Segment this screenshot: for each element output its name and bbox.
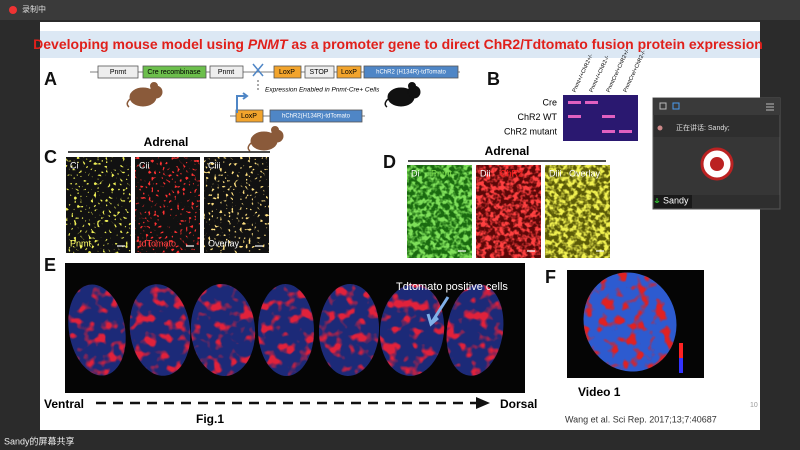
recording-label: 录制中 [22,4,46,14]
figure-label: Fig.1 [196,412,224,426]
heart-render-signal [583,272,677,372]
heart-signal [379,284,445,376]
construct [90,65,460,123]
speaker-icon [657,125,663,131]
micrograph-signal [476,165,541,258]
layout-icon[interactable] [659,102,667,110]
page-number: 10 [750,402,758,409]
mic-icon [654,198,660,203]
video-panel-header[interactable] [653,98,780,115]
image-tag: Dii [480,168,491,178]
micrograph-signal [66,157,131,253]
promoter-arrow [236,92,249,113]
axis-label: Ventral [44,397,84,411]
layout-icon[interactable] [672,102,680,110]
construct-label: Pnmt [218,69,234,76]
video-caption: Video 1 [578,385,621,399]
panel-label: E [44,255,56,275]
gel-bands [568,101,632,133]
row-label: Cre [542,97,557,107]
heart-signal [68,284,126,376]
construct-label: Cre recombinase [147,69,200,76]
direction-arrowhead [476,397,490,409]
annotation: Tdtomato positive cells [396,281,508,293]
image-caption: Overlay [569,168,601,178]
image-tag: Di [411,168,420,178]
title-part: as a promoter gene to direct ChR2/Tdtoma… [288,36,763,52]
excision-mark [252,63,264,77]
speaking-indicator: 正在讲话: Sandy; [676,123,730,132]
section-heading: Adrenal [144,135,189,149]
panel-label: F [545,267,556,287]
micrograph-signal [204,157,269,253]
micrograph-signal [407,165,472,258]
top-bar [0,0,800,20]
expression-note: Expression Enabled in Pnmt-Cre+ Cells [265,87,380,94]
micrograph-signal [545,165,610,258]
construct-label: LoxP [241,113,257,120]
share-label: Sandy的屏幕共享 [4,435,75,446]
menu-icon[interactable] [766,103,774,111]
row-label: ChR2 WT [517,112,557,122]
title-band [40,31,760,58]
image-caption: ChR2 [500,168,523,178]
image-tag: Ciii [208,160,221,170]
heart-signal [129,284,191,376]
name-tag [654,195,692,208]
image-caption: Overlay [208,238,240,248]
row-label: ChR2 mutant [504,126,558,136]
annotation-arrow [426,296,450,327]
heart-signal [190,284,256,376]
construct-label: hChR2(H134R)-tdTomato [282,114,351,120]
heart-signal [318,284,380,376]
title-part: Developing mouse model using [33,36,248,52]
panel-label: C [44,147,57,167]
construct-label: LoxP [341,69,357,76]
image-tag: Ci [70,160,79,170]
axis-label: Dorsal [500,397,537,411]
image-caption: Pnmt [70,238,92,248]
section-heading: Adrenal [485,144,530,158]
record-dot [9,6,17,14]
heart-signal [257,284,315,376]
slide-title: Developing mouse model using PNMT as a p… [33,36,763,52]
construct-label: STOP [310,69,329,76]
panel-label: D [383,152,396,172]
participant-name: Sandy [663,195,689,205]
micrograph-signal [135,157,200,253]
image-tag: Cii [139,160,150,170]
image-caption: tdTomato [139,238,176,248]
construct-label: LoxP [279,69,295,76]
color-scale [679,343,683,373]
panel-label: A [44,69,57,89]
citation: Wang et al. Sci Rep. 2017;13;7:40687 [565,414,717,424]
construct-label: hChR2 (H134R)-tdTomato [376,70,446,76]
heart-signal [446,284,504,376]
avatar-emblem [710,157,724,171]
image-tag: Diii [549,168,562,178]
panel-label: B [487,69,500,89]
image-caption: Pnmt [431,168,453,178]
title-italic: PNMT [248,36,289,52]
construct-label: Pnmt [110,69,126,76]
